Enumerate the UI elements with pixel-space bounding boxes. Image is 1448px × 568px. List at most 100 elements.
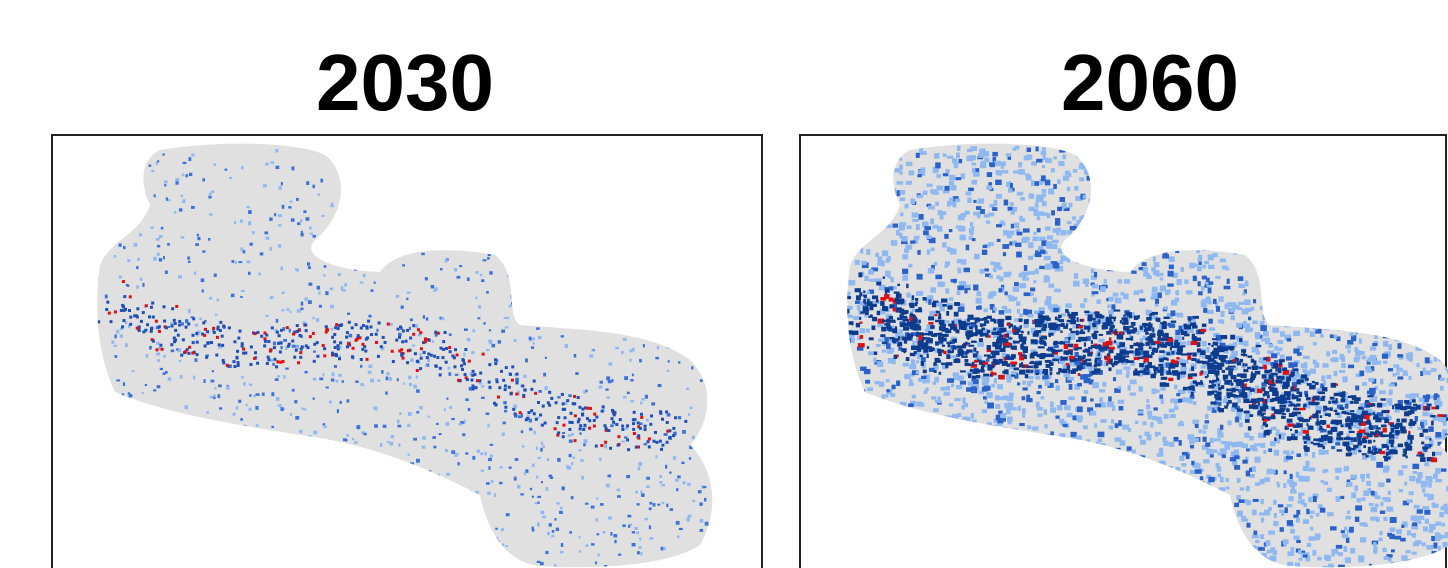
- map-pixel: [1272, 499, 1277, 505]
- map-pixel: [110, 468, 115, 473]
- map-pixel: [1387, 532, 1393, 537]
- map-pixel: [1108, 296, 1114, 302]
- map-pixel: [521, 445, 525, 448]
- map-pixel: [1025, 531, 1030, 537]
- map-pixel: [1404, 176, 1411, 180]
- map-pixel: [1046, 296, 1052, 301]
- map-pixel: [1422, 526, 1429, 532]
- map-pixel: [1422, 367, 1426, 373]
- map-pixel: [218, 384, 222, 388]
- map-pixel: [437, 473, 440, 477]
- map-pixel: [1286, 504, 1293, 508]
- map-pixel: [1008, 181, 1012, 186]
- map-pixel: [1116, 520, 1121, 524]
- map-pixel: [523, 471, 527, 476]
- map-pixel: [105, 537, 109, 542]
- map-pixel: [996, 422, 1003, 426]
- map-pixel: [1274, 345, 1278, 351]
- map-pixel: [190, 493, 194, 498]
- map-pixel: [1421, 423, 1425, 429]
- map-pixel: [1306, 158, 1312, 163]
- map-pixel: [890, 240, 898, 246]
- map-pixel: [998, 288, 1003, 293]
- map-pixel: [568, 439, 573, 443]
- map-pixel: [640, 205, 645, 209]
- map-pixel: [872, 414, 879, 420]
- map-pixel: [570, 276, 573, 279]
- map-pixel: [1164, 231, 1171, 236]
- map-pixel: [935, 476, 939, 481]
- map-pixel: [515, 381, 519, 385]
- map-pixel: [1338, 269, 1345, 274]
- map-pixel: [178, 551, 181, 555]
- map-pixel: [1295, 242, 1300, 247]
- map-pixel: [353, 157, 357, 161]
- map-pixel: [1006, 374, 1013, 380]
- map-pixel: [514, 219, 518, 223]
- map-pixel: [1366, 360, 1371, 365]
- map-pixel: [1007, 156, 1012, 160]
- map-pixel: [1359, 239, 1363, 246]
- map-pixel: [948, 197, 954, 201]
- map-pixel: [723, 239, 726, 242]
- map-pixel: [1257, 255, 1261, 260]
- map-pixel: [416, 389, 420, 393]
- map-pixel: [1028, 537, 1036, 544]
- map-pixel: [1245, 470, 1251, 477]
- map-pixel: [953, 162, 959, 169]
- map-pixel: [177, 275, 182, 279]
- map-pixel: [611, 378, 614, 383]
- map-pixel: [202, 250, 206, 253]
- map-pixel: [229, 481, 233, 484]
- map-pixel: [1046, 158, 1052, 164]
- map-pixel: [706, 183, 709, 186]
- map-pixel: [937, 536, 941, 541]
- map-pixel: [1145, 469, 1153, 473]
- map-pixel: [643, 443, 648, 446]
- map-pixel: [462, 359, 466, 363]
- map-pixel: [122, 382, 126, 386]
- map-pixel: [1278, 177, 1284, 182]
- map-pixel: [548, 523, 552, 527]
- map-pixel: [306, 496, 309, 501]
- map-pixel: [575, 372, 579, 375]
- map-pixel: [561, 182, 566, 185]
- map-pixel: [374, 332, 378, 336]
- map-pixel: [115, 218, 120, 222]
- map-pixel: [521, 384, 525, 388]
- map-pixel: [1143, 222, 1151, 228]
- map-pixel: [1366, 473, 1370, 479]
- map-pixel: [1217, 319, 1224, 324]
- map-pixel: [1325, 205, 1331, 210]
- map-pixel: [1410, 240, 1416, 245]
- map-pixel: [1000, 429, 1005, 436]
- map-pixel: [274, 378, 279, 381]
- map-pixel: [333, 365, 337, 368]
- map-pixel: [1123, 262, 1130, 267]
- map-pixel: [1401, 524, 1405, 528]
- map-pixel: [604, 145, 609, 148]
- map-pixel: [866, 290, 871, 295]
- map-pixel: [397, 522, 402, 526]
- map-pixel: [1059, 522, 1067, 526]
- map-pixel: [929, 310, 936, 317]
- map-pixel: [963, 502, 968, 506]
- map-pixel: [274, 213, 277, 217]
- map-pixel: [983, 308, 988, 313]
- map-pixel: [1420, 422, 1424, 426]
- map-pixel: [540, 423, 544, 427]
- map-pixel: [1127, 260, 1132, 266]
- map-pixel: [904, 203, 909, 209]
- map-pixel: [471, 236, 475, 240]
- map-pixel: [1082, 254, 1087, 261]
- map-pixel: [213, 436, 216, 439]
- map-pixel: [1318, 388, 1322, 392]
- map-pixel: [1007, 447, 1013, 453]
- map-pixel: [950, 543, 955, 549]
- map-pixel: [104, 171, 108, 176]
- map-pixel: [233, 340, 237, 344]
- map-pixel: [1354, 193, 1359, 199]
- map-pixel: [603, 251, 606, 255]
- map-pixel: [1166, 242, 1171, 248]
- map-pixel: [956, 527, 962, 533]
